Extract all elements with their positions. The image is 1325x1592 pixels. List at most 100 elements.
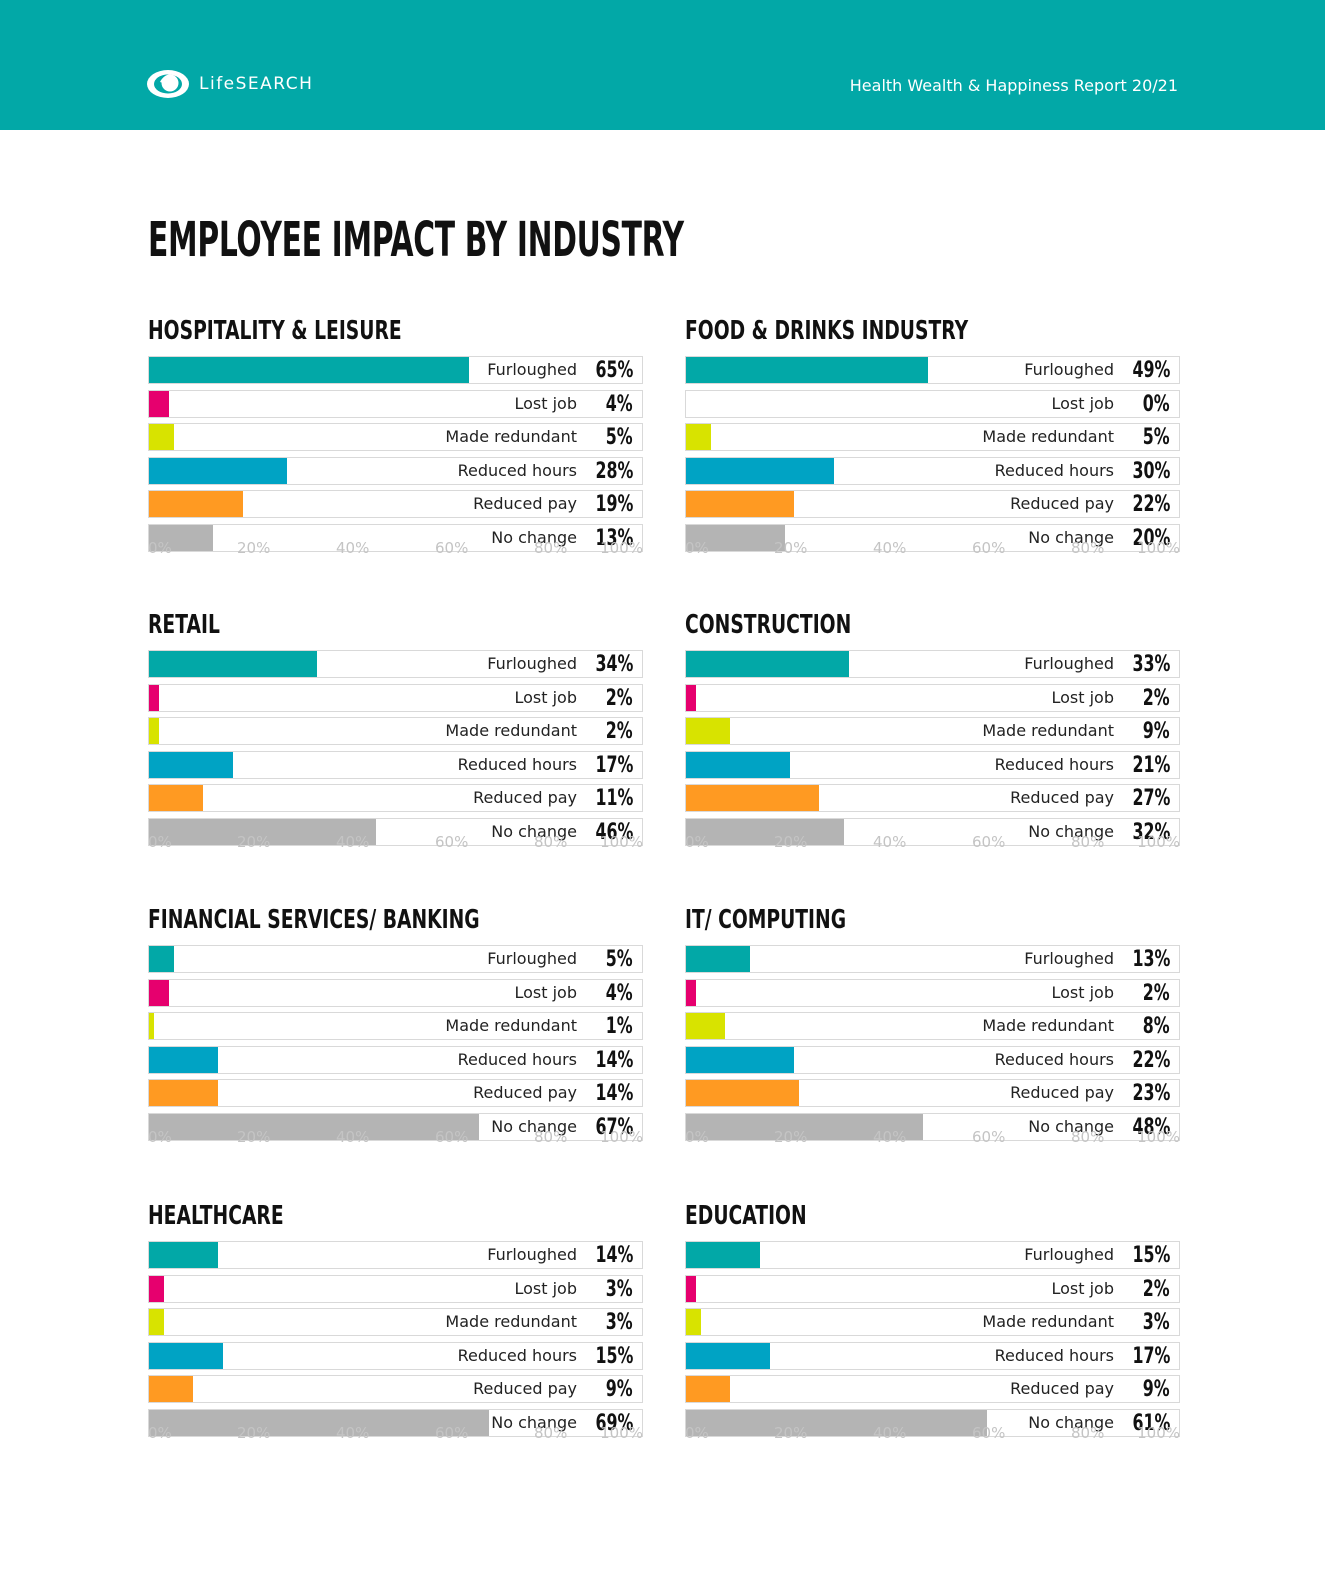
bar-category-label: Made redundant bbox=[982, 1016, 1114, 1035]
bar-row: No change 32% bbox=[685, 817, 1180, 846]
bar-value-label: 17% bbox=[1132, 1343, 1170, 1369]
bar-row: Lost job 4% bbox=[148, 978, 643, 1007]
x-tick-label: 80% bbox=[534, 833, 568, 851]
bar-row: Reduced hours 17% bbox=[685, 1341, 1180, 1370]
x-tick-label: 80% bbox=[1071, 1128, 1105, 1146]
x-tick-label: 100% bbox=[1137, 1128, 1180, 1146]
bar-row: Made redundant 2% bbox=[148, 717, 643, 745]
bar-value-label: 17% bbox=[595, 752, 633, 778]
x-tick-label: 40% bbox=[873, 1424, 907, 1442]
bar-category-label: No change bbox=[491, 1116, 577, 1136]
x-tick-label: 100% bbox=[600, 539, 643, 557]
x-tick-label: 60% bbox=[972, 1424, 1006, 1442]
bar-row: Reduced hours 22% bbox=[685, 1045, 1180, 1074]
bar-row: No change 67% bbox=[148, 1112, 643, 1141]
bar-value-label: 61% bbox=[1132, 1410, 1170, 1436]
bar-reduced-hours bbox=[149, 457, 288, 484]
bar-category-label: Reduced pay bbox=[473, 494, 577, 513]
bar-category-label: Furloughed bbox=[1024, 360, 1114, 379]
bar-row: Reduced pay 19% bbox=[148, 490, 643, 518]
bar-value-label: 3% bbox=[1143, 1310, 1170, 1335]
bar-category-label: Lost job bbox=[514, 982, 577, 1002]
chart-retail: RETAIL Furloughed 34% Lost job 2% Made redund… bbox=[148, 610, 643, 870]
bar-value-label: 69% bbox=[595, 1410, 633, 1436]
chart-construction: CONSTRUCTION Furloughed 33% Lost job 2% Made … bbox=[685, 610, 1180, 870]
bar-reduced-pay bbox=[149, 1376, 194, 1402]
bar-row: Reduced hours 28% bbox=[148, 456, 643, 485]
bar-lost-job bbox=[149, 684, 159, 711]
bar-row: Furloughed 14% bbox=[148, 1241, 643, 1269]
bar-category-label: Reduced hours bbox=[994, 460, 1114, 480]
bar-no-change bbox=[149, 818, 376, 845]
chart-title: FOOD & DRINKS INDUSTRY bbox=[685, 316, 969, 346]
bar-category-label: Reduced pay bbox=[1010, 494, 1114, 513]
x-tick-label: 20% bbox=[774, 1128, 808, 1146]
bar-category-label: Reduced hours bbox=[457, 1345, 577, 1365]
bar-category-label: Furloughed bbox=[1024, 654, 1114, 673]
bar-made-redundant bbox=[686, 1013, 726, 1039]
x-axis: 0% 20% 40% 60% 80% 100% bbox=[685, 539, 1180, 559]
x-tick-label: 20% bbox=[774, 1424, 808, 1442]
bar-value-label: 21% bbox=[1132, 752, 1170, 778]
bar-category-label: Furloughed bbox=[487, 654, 577, 673]
bar-category-label: Reduced hours bbox=[994, 1049, 1114, 1069]
chart-title: EDUCATION bbox=[685, 1201, 807, 1231]
bar-row: Lost job 0% bbox=[685, 389, 1180, 418]
bar-value-label: 15% bbox=[595, 1343, 633, 1369]
x-tick-label: 0% bbox=[685, 833, 709, 851]
x-tick-label: 40% bbox=[336, 1424, 370, 1442]
bar-row: Furloughed 33% bbox=[685, 650, 1180, 678]
bar-category-label: Made redundant bbox=[982, 721, 1114, 740]
brand-logo[interactable]: LifeSEARCH bbox=[146, 68, 313, 100]
bar-value-label: 11% bbox=[595, 786, 633, 811]
bar-reduced-hours bbox=[686, 1342, 770, 1369]
bar-no-change bbox=[149, 524, 214, 551]
bar-row: Lost job 4% bbox=[148, 389, 643, 418]
bar-value-label: 13% bbox=[1132, 947, 1170, 972]
bar-category-label: Lost job bbox=[514, 1278, 577, 1298]
bar-row: No change 46% bbox=[148, 817, 643, 846]
bar-category-label: Reduced hours bbox=[457, 754, 577, 774]
bar-made-redundant bbox=[686, 718, 731, 744]
bar-row: No change 20% bbox=[685, 523, 1180, 552]
x-tick-label: 0% bbox=[685, 539, 709, 557]
bar-category-label: Furloughed bbox=[487, 1245, 577, 1264]
bar-value-label: 2% bbox=[606, 685, 633, 711]
x-tick-label: 40% bbox=[336, 539, 370, 557]
eye-icon bbox=[147, 70, 189, 98]
bar-no-change bbox=[686, 1409, 987, 1436]
x-tick-label: 40% bbox=[873, 1128, 907, 1146]
bar-made-redundant bbox=[686, 424, 711, 450]
bar-no-change bbox=[149, 1113, 480, 1140]
x-tick-label: 60% bbox=[972, 833, 1006, 851]
x-axis: 0% 20% 40% 60% 80% 100% bbox=[685, 1128, 1180, 1148]
bar-row: Lost job 2% bbox=[685, 683, 1180, 712]
x-tick-label: 20% bbox=[774, 833, 808, 851]
bar-category-label: Lost job bbox=[1051, 393, 1114, 413]
x-tick-label: 0% bbox=[685, 1424, 709, 1442]
bar-row: Reduced hours 17% bbox=[148, 750, 643, 779]
x-axis: 0% 20% 40% 60% 80% 100% bbox=[148, 1424, 643, 1444]
bar-category-label: Reduced pay bbox=[473, 1083, 577, 1102]
x-tick-label: 80% bbox=[1071, 833, 1105, 851]
bar-made-redundant bbox=[149, 1013, 154, 1039]
bar-row: Reduced hours 14% bbox=[148, 1045, 643, 1074]
x-axis: 0% 20% 40% 60% 80% 100% bbox=[685, 1424, 1180, 1444]
chart-it-computing: IT/ COMPUTING Furloughed 13% Lost job 2% Made… bbox=[685, 905, 1180, 1165]
bar-value-label: 5% bbox=[606, 947, 633, 972]
bar-reduced-hours bbox=[149, 1342, 223, 1369]
bar-reduced-hours bbox=[149, 751, 233, 778]
bar-row: No change 48% bbox=[685, 1112, 1180, 1141]
x-tick-label: 80% bbox=[1071, 1424, 1105, 1442]
x-tick-label: 80% bbox=[534, 1424, 568, 1442]
bar-row: Made redundant 8% bbox=[685, 1012, 1180, 1040]
bar-category-label: Furloughed bbox=[1024, 1245, 1114, 1264]
bar-row: Furloughed 13% bbox=[685, 945, 1180, 973]
bar-row: Lost job 2% bbox=[685, 978, 1180, 1007]
bar-made-redundant bbox=[149, 424, 174, 450]
x-tick-label: 60% bbox=[435, 539, 469, 557]
chart-title: CONSTRUCTION bbox=[685, 610, 852, 640]
bar-category-label: No change bbox=[491, 527, 577, 547]
bar-value-label: 2% bbox=[1143, 685, 1170, 711]
bar-value-label: 22% bbox=[1132, 1047, 1170, 1073]
